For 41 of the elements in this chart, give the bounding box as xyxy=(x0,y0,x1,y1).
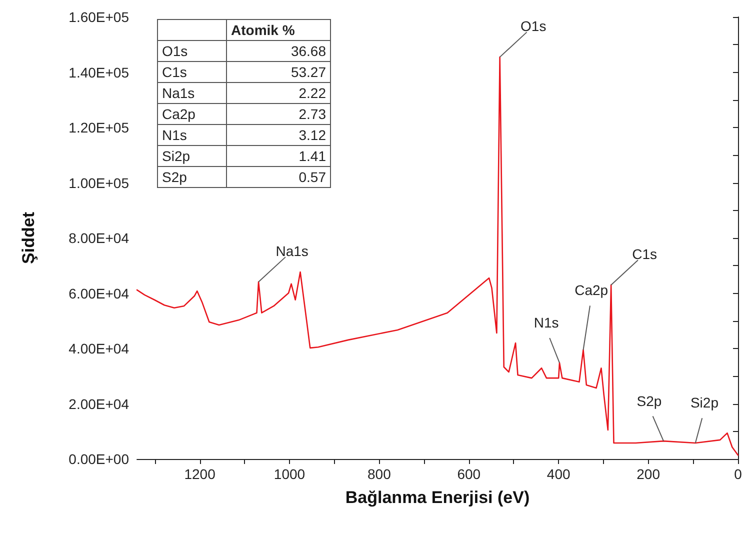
x-tick-label: 400 xyxy=(546,466,570,482)
annotation: Si2p xyxy=(158,146,226,166)
x-tick-label: 800 xyxy=(368,466,392,482)
x-tick-label: 200 xyxy=(636,466,660,482)
annotation: O1s xyxy=(520,18,546,34)
y-tick-label: 1.20E+05 xyxy=(68,120,130,136)
x-tick-label: 1200 xyxy=(184,466,216,482)
annotation: Ca2p xyxy=(574,282,608,298)
x-tick-label: 1000 xyxy=(274,466,306,482)
annotation: 1.41 xyxy=(226,146,330,166)
y-tick-label: 2.00E+04 xyxy=(68,396,130,412)
annotation: N1s xyxy=(158,124,226,146)
y-tick-label: 0.00E+00 xyxy=(68,451,130,467)
annotation: Si2p xyxy=(690,394,719,410)
y-axis-title: Şiddet xyxy=(19,212,38,264)
annotation: C1s xyxy=(158,62,226,82)
x-tick-label: 600 xyxy=(457,466,481,482)
y-tick-label: 4.00E+04 xyxy=(68,340,130,356)
annotation: Atomik % xyxy=(226,20,330,40)
line-series xyxy=(136,56,739,456)
annotation: 53.27 xyxy=(226,62,330,82)
annotation: Na1s xyxy=(158,82,226,104)
x-axis-title: Bağlanma Enerjisi (eV) xyxy=(345,488,530,507)
annotation: 3.12 xyxy=(226,124,330,146)
y-tick-label: 1.40E+05 xyxy=(68,64,130,80)
annotation: O1s xyxy=(158,40,226,62)
annotation: S2p xyxy=(158,166,226,188)
annotation: C1s xyxy=(632,246,658,262)
y-tick-label: 1.00E+05 xyxy=(68,174,130,191)
annotation: 2.22 xyxy=(226,82,330,104)
x-tick-label: 0 xyxy=(734,466,742,482)
annotation: S2p xyxy=(636,392,662,409)
annotation: Ca2p xyxy=(158,104,226,124)
annotation: Na1s xyxy=(276,242,308,259)
annotation: 36.68 xyxy=(226,40,330,62)
annotation: N1s xyxy=(534,314,559,331)
y-tick-label: 8.00E+04 xyxy=(68,230,130,246)
y-tick-label: 6.00E+04 xyxy=(68,285,130,302)
annotation: 2.73 xyxy=(226,104,330,124)
annotation: 0.57 xyxy=(226,166,330,188)
y-tick-label: 1.60E+05 xyxy=(68,9,130,25)
